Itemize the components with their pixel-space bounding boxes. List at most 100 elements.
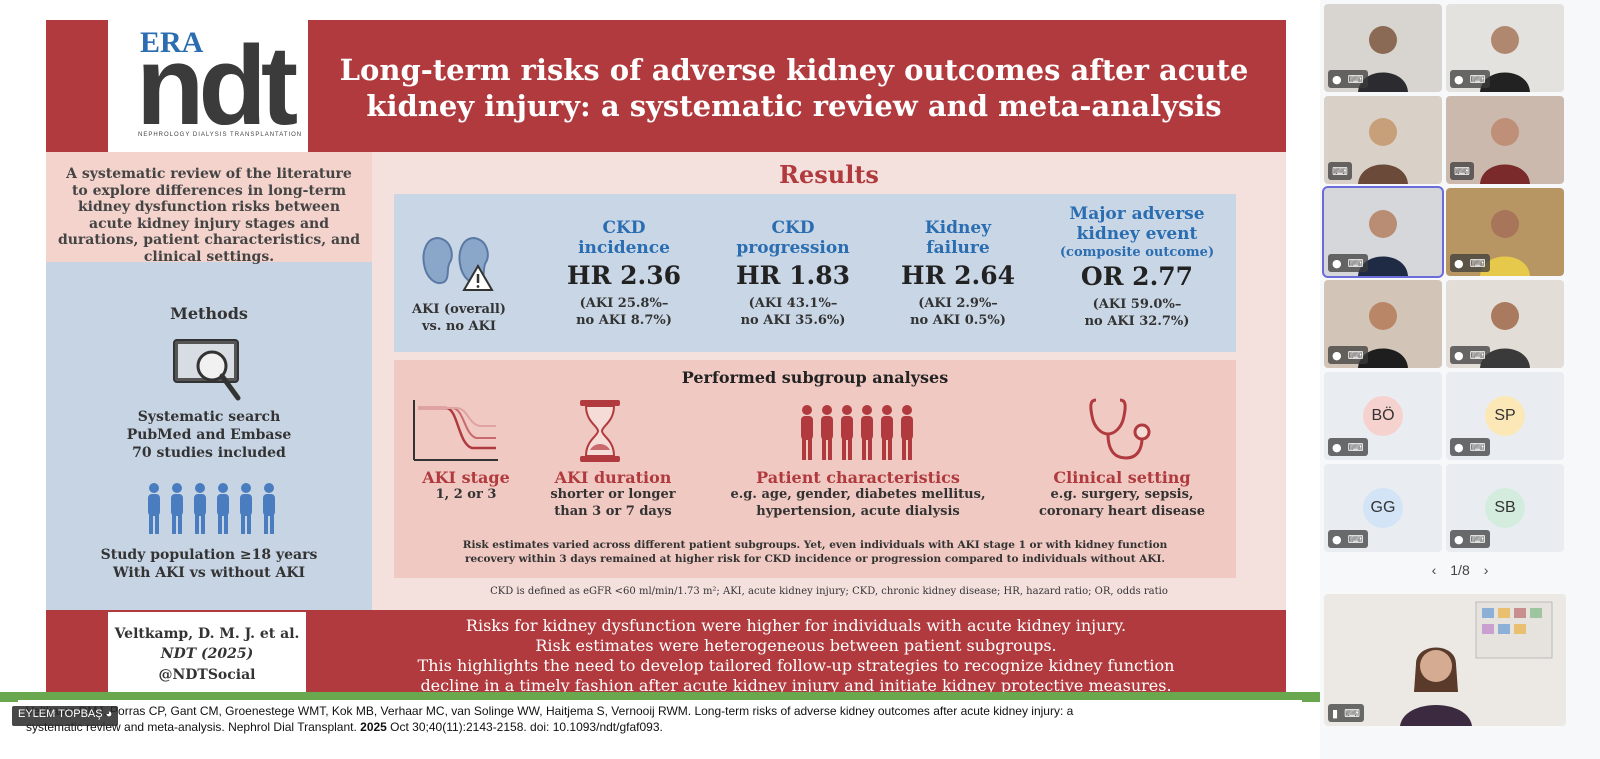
stat-detail: (AKI 59.0%– no AKI 32.7%) bbox=[1046, 297, 1228, 331]
mic-muted-icon: ⌨ bbox=[1347, 532, 1364, 546]
subgroup-patient-characteristics: Patient characteristics e.g. age, gender… bbox=[708, 468, 1008, 521]
citation-author: Veltkamp, D. M. J. et al. bbox=[114, 626, 300, 642]
logo-era-text: ERA bbox=[140, 26, 203, 60]
participant-video-tile[interactable]: ● ⌨ bbox=[1446, 4, 1564, 92]
stat-value: HR 2.64 bbox=[901, 260, 1015, 290]
signal-icon: ● bbox=[1454, 348, 1464, 362]
participant-video-tile[interactable]: ● ⌨ bbox=[1446, 280, 1564, 368]
signal-icon: ● bbox=[1332, 440, 1342, 454]
tile-status-icons: ● ⌨ bbox=[1450, 346, 1490, 364]
population-people-icon bbox=[148, 483, 275, 534]
logo-subtitle: NEPHROLOGY DIALYSIS TRANSPLANTATION bbox=[138, 132, 303, 138]
stat-value: HR 1.83 bbox=[736, 260, 850, 290]
population-text: Study population ≥18 years With AKI vs w… bbox=[46, 546, 372, 582]
subgroup-desc: 1, 2 or 3 bbox=[435, 487, 497, 502]
tile-status-icons: ● ⌨ bbox=[1328, 346, 1368, 364]
person-silhouette-icon bbox=[1480, 302, 1530, 368]
stat-name: Major adverse kidney event (composite outc… bbox=[1046, 204, 1228, 260]
conclusion-line: decline in a timely fashion after acute … bbox=[420, 676, 1172, 695]
stethoscope-icon bbox=[1089, 398, 1151, 460]
stat-name-line: progression bbox=[736, 238, 850, 259]
tile-status-icons: ● ⌨ bbox=[1328, 438, 1368, 456]
definitions-footnote: CKD is defined as eGFR <60 ml/min/1.73 m… bbox=[490, 586, 1168, 597]
methods-search-text: Systematic search PubMed and Embase 70 s… bbox=[46, 408, 372, 463]
tile-status-icons: ● ⌨ bbox=[1450, 254, 1490, 272]
subgroup-desc: hypertension, acute dialysis bbox=[756, 503, 960, 519]
stat-detail-line: (AKI 43.1%– bbox=[748, 295, 838, 311]
mic-muted-icon: ⌨ bbox=[1347, 440, 1364, 454]
avatar: GG bbox=[1363, 488, 1403, 528]
methods-line: PubMed and Embase bbox=[126, 427, 292, 444]
slide: ndt ERA NEPHROLOGY DIALYSIS TRANSPLANTAT… bbox=[46, 20, 1286, 710]
tile-status-icons: ● ⌨ bbox=[1328, 254, 1368, 272]
person-silhouette-icon bbox=[1480, 118, 1530, 184]
risk-note: Risk estimates varied across different p… bbox=[404, 538, 1226, 566]
signal-icon: ● bbox=[1454, 440, 1464, 454]
mic-muted-icon: ⌨ bbox=[1469, 348, 1486, 362]
person-silhouette-icon bbox=[1358, 302, 1408, 368]
aki-line: vs. no AKI bbox=[421, 318, 497, 334]
caption-line: Veltkamp DMJ, Porras CP, Gant CM, Groene… bbox=[26, 704, 1074, 718]
stat-value: HR 2.36 bbox=[567, 260, 681, 290]
person-silhouette-icon bbox=[1358, 210, 1408, 276]
risk-note-line: recovery within 3 days remained at highe… bbox=[464, 553, 1166, 566]
participant-avatar-tile[interactable]: SP ● ⌨ bbox=[1446, 372, 1564, 460]
stat-detail-line: no AKI 0.5%) bbox=[910, 312, 1006, 328]
risk-note-line: Risk estimates varied across different p… bbox=[462, 539, 1168, 551]
tile-status-icons: ⌨ bbox=[1450, 162, 1474, 180]
participant-avatar-tile[interactable]: SB ● ⌨ bbox=[1446, 464, 1564, 552]
aim-text: A systematic review of the literature to… bbox=[57, 166, 361, 265]
subgroup-desc: coronary heart disease bbox=[1038, 503, 1206, 519]
presenter-name: EYLEM TOPBAŞ bbox=[18, 708, 103, 720]
stat-name-line: CKD bbox=[602, 218, 646, 238]
participant-video-tile[interactable]: ● ⌨ bbox=[1324, 4, 1442, 92]
caption-year: 2025 bbox=[360, 719, 387, 734]
signal-icon: ● bbox=[1332, 348, 1342, 362]
participants-panel: ● ⌨ ● ⌨ ⌨ ⌨ ● ⌨ ● ⌨ ● ⌨ ● ⌨ BÖ ● ⌨ SP ● ⌨ GG ● ⌨ … bbox=[1320, 0, 1600, 759]
stat-kidney-failure: Kidney failure HR 2.64 (AKI 2.9%– no AKI 0… bbox=[888, 218, 1028, 330]
subgroup-box: Performed subgroup analyses bbox=[394, 360, 1236, 578]
subgroup-heading: Performed subgroup analyses bbox=[681, 368, 949, 387]
results-box: AKI (overall) vs. no AKI CKD incidence HR… bbox=[394, 194, 1236, 352]
subgroup-name: Patient characteristics bbox=[756, 468, 960, 487]
self-video-tile[interactable]: ▮ ⌨ bbox=[1324, 594, 1566, 726]
aim-box: A systematic review of the literature to… bbox=[46, 152, 372, 265]
mic-muted-icon: ⌨ bbox=[1469, 440, 1486, 454]
stat-name-line: Kidney bbox=[924, 218, 992, 238]
green-strip bbox=[0, 692, 1320, 702]
mic-muted-icon: ⌨ bbox=[1332, 164, 1348, 178]
stat-detail: (AKI 2.9%– no AKI 0.5%) bbox=[888, 296, 1028, 330]
slide-title: Long-term risks of adverse kidney outcom… bbox=[339, 53, 1249, 124]
stat-name-line: CKD bbox=[771, 218, 815, 238]
patients-people-icon bbox=[801, 405, 913, 460]
participant-video-tile[interactable]: ⌨ bbox=[1324, 96, 1442, 184]
tile-status-icons: ⌨ bbox=[1328, 162, 1352, 180]
population-line: Study population ≥18 years bbox=[100, 547, 318, 563]
wall-board-icon bbox=[1475, 601, 1553, 659]
participant-video-tile-active-speaker[interactable]: ● ⌨ bbox=[1322, 186, 1444, 278]
person-silhouette-icon bbox=[1480, 26, 1530, 92]
avatar: BÖ bbox=[1363, 396, 1403, 436]
signal-icon: ● bbox=[1332, 72, 1342, 86]
mic-muted-icon: ⌨ bbox=[1469, 532, 1486, 546]
stat-detail-line: (AKI 59.0%– bbox=[1092, 297, 1182, 313]
subgroup-desc: shorter or longer bbox=[550, 487, 676, 502]
subgroup-clinical-setting: Clinical setting e.g. surgery, sepsis, c… bbox=[1016, 468, 1228, 521]
subgroup-name: Clinical setting bbox=[1053, 468, 1191, 487]
participant-avatar-tile[interactable]: GG ● ⌨ bbox=[1324, 464, 1442, 552]
logo-ndt-text: ndt bbox=[136, 23, 298, 148]
citation-text: Veltkamp, D. M. J. et al. NDT (2025) @ND… bbox=[108, 624, 306, 685]
participant-video-tile[interactable]: ⌨ bbox=[1446, 96, 1564, 184]
participant-avatar-tile[interactable]: BÖ ● ⌨ bbox=[1324, 372, 1442, 460]
prev-page-icon[interactable]: ‹ bbox=[1431, 562, 1437, 578]
presenter-name-tag: EYLEM TOPBAŞ ◕ bbox=[12, 706, 119, 726]
avatar: SB bbox=[1485, 488, 1525, 528]
mic-muted-icon: ⌨ bbox=[1347, 72, 1364, 86]
next-page-icon[interactable]: › bbox=[1483, 562, 1489, 578]
stat-value: OR 2.77 bbox=[1080, 262, 1194, 292]
participant-video-tile[interactable]: ● ⌨ bbox=[1446, 188, 1564, 276]
signal-icon: ● bbox=[1332, 532, 1342, 546]
participant-video-tile[interactable]: ● ⌨ bbox=[1324, 280, 1442, 368]
stat-ckd-incidence: CKD incidence HR 2.36 (AKI 25.8%– no AKI 8… bbox=[554, 218, 694, 330]
stat-detail-line: (AKI 2.9%– bbox=[918, 295, 998, 311]
